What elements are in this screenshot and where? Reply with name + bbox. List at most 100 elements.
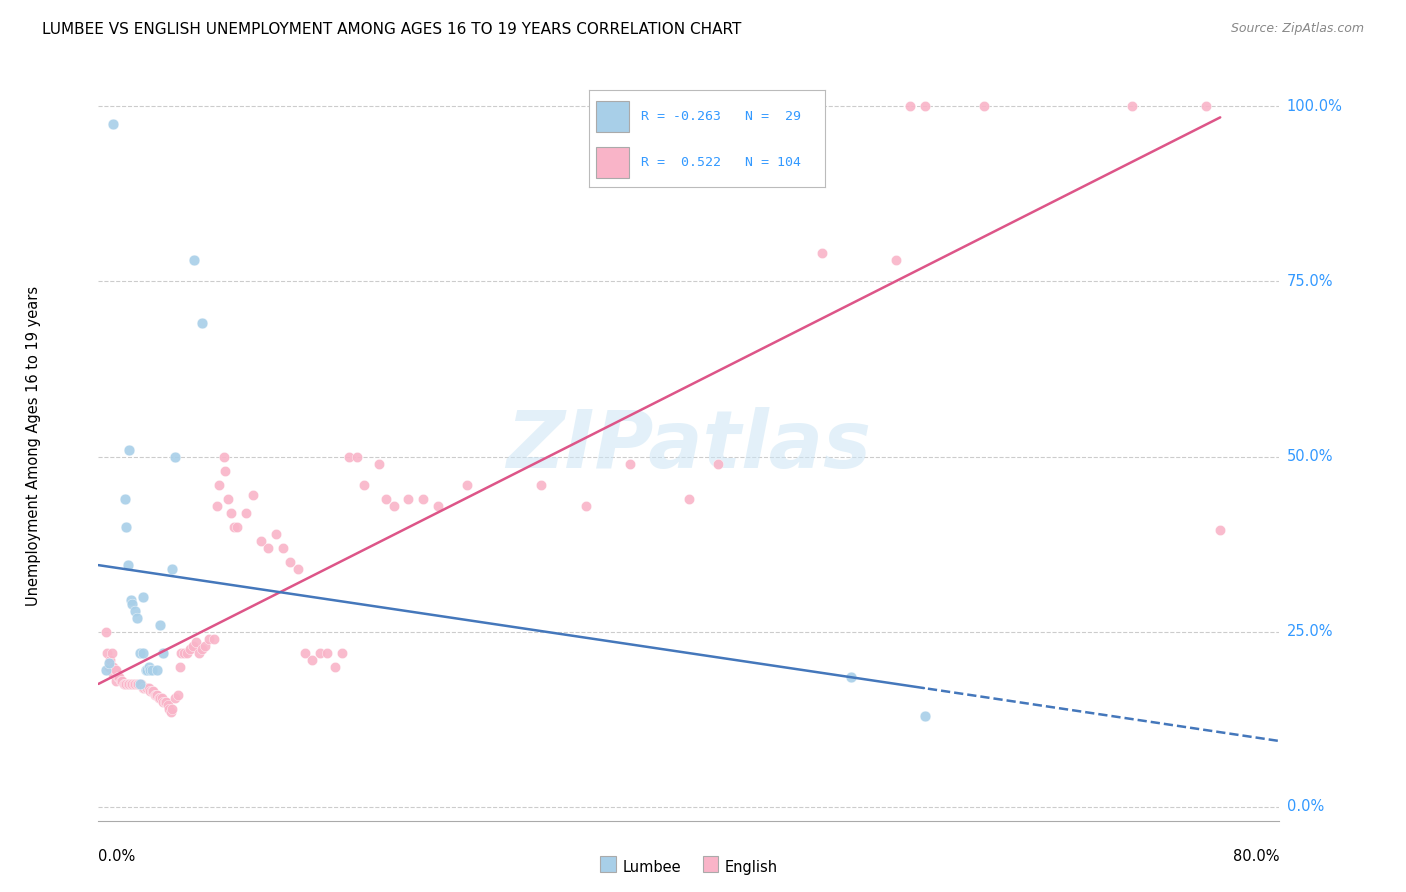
Point [122, 677, 145, 691]
Point [114, 491, 136, 506]
Point [339, 450, 361, 464]
Point [128, 677, 150, 691]
Point [375, 491, 398, 506]
Point [115, 677, 138, 691]
Point [301, 652, 323, 666]
Point [132, 681, 155, 695]
Point [1121, 99, 1143, 113]
Point [128, 646, 150, 660]
Text: Source: ZipAtlas.com: Source: ZipAtlas.com [1230, 22, 1364, 36]
Point [97, 659, 120, 673]
Point [900, 99, 922, 113]
Point [368, 457, 391, 471]
Point [138, 681, 160, 695]
Point [194, 639, 217, 653]
Point [1195, 99, 1218, 113]
Point [150, 691, 173, 706]
Point [165, 450, 187, 464]
Point [810, 246, 832, 260]
Point [280, 555, 302, 569]
Point [198, 632, 221, 646]
Point [108, 670, 131, 684]
Point [111, 673, 134, 688]
Point [330, 646, 353, 660]
Point [287, 561, 309, 575]
Point [257, 541, 280, 555]
Point [105, 673, 128, 688]
Point [242, 488, 264, 502]
Point [271, 541, 294, 555]
Point [202, 632, 225, 646]
Point [205, 499, 228, 513]
Point [110, 673, 132, 688]
Point [169, 659, 191, 673]
Text: 80.0%: 80.0% [1233, 848, 1279, 863]
Point [1209, 523, 1232, 537]
Point [146, 688, 169, 702]
Point [125, 677, 148, 691]
Point [96, 646, 118, 660]
Point [181, 639, 204, 653]
Point [214, 463, 236, 477]
Point [155, 695, 177, 709]
Point [187, 646, 209, 660]
Point [226, 519, 249, 533]
Point [457, 477, 479, 491]
Point [152, 646, 174, 660]
Point [118, 677, 141, 691]
Point [103, 117, 125, 131]
Point [145, 688, 167, 702]
Point [309, 646, 332, 660]
Point [120, 677, 142, 691]
Text: 75.0%: 75.0% [1286, 274, 1333, 289]
Text: 0.0%: 0.0% [98, 848, 135, 863]
Point [118, 442, 141, 457]
Point [103, 659, 125, 673]
Point [167, 688, 190, 702]
Point [427, 499, 450, 513]
Point [136, 663, 159, 677]
Text: 25.0%: 25.0% [1286, 624, 1333, 639]
Point [136, 681, 159, 695]
Point [162, 561, 183, 575]
Point [678, 491, 700, 506]
Point [575, 499, 598, 513]
Text: 50.0%: 50.0% [1286, 449, 1333, 464]
Point [412, 491, 434, 506]
Point [138, 659, 160, 673]
Point [162, 701, 183, 715]
Point [235, 506, 257, 520]
Point [132, 646, 155, 660]
Point [124, 603, 146, 617]
Point [120, 593, 142, 607]
Point [125, 610, 148, 624]
Point [139, 663, 162, 677]
Text: LUMBEE VS ENGLISH UNEMPLOYMENT AMONG AGES 16 TO 19 YEARS CORRELATION CHART: LUMBEE VS ENGLISH UNEMPLOYMENT AMONG AGE… [42, 22, 741, 37]
Point [191, 642, 214, 657]
Point [117, 558, 139, 572]
Point [250, 533, 273, 548]
Point [179, 642, 201, 657]
Point [973, 99, 995, 113]
Point [98, 652, 121, 666]
Point [157, 701, 180, 715]
Point [115, 519, 138, 533]
Point [208, 477, 231, 491]
Text: 0.0%: 0.0% [1286, 799, 1324, 814]
Point [153, 695, 176, 709]
Point [914, 708, 936, 723]
Point [121, 597, 143, 611]
Point [128, 677, 150, 691]
Point [619, 457, 641, 471]
Point [914, 99, 936, 113]
Point [212, 450, 235, 464]
Point [143, 688, 166, 702]
Text: Unemployment Among Ages 16 to 19 years: Unemployment Among Ages 16 to 19 years [25, 286, 41, 606]
Point [165, 691, 187, 706]
Point [191, 317, 214, 331]
Point [139, 684, 162, 698]
Point [94, 663, 117, 677]
Point [94, 624, 117, 639]
Point [152, 695, 174, 709]
Point [103, 666, 125, 681]
